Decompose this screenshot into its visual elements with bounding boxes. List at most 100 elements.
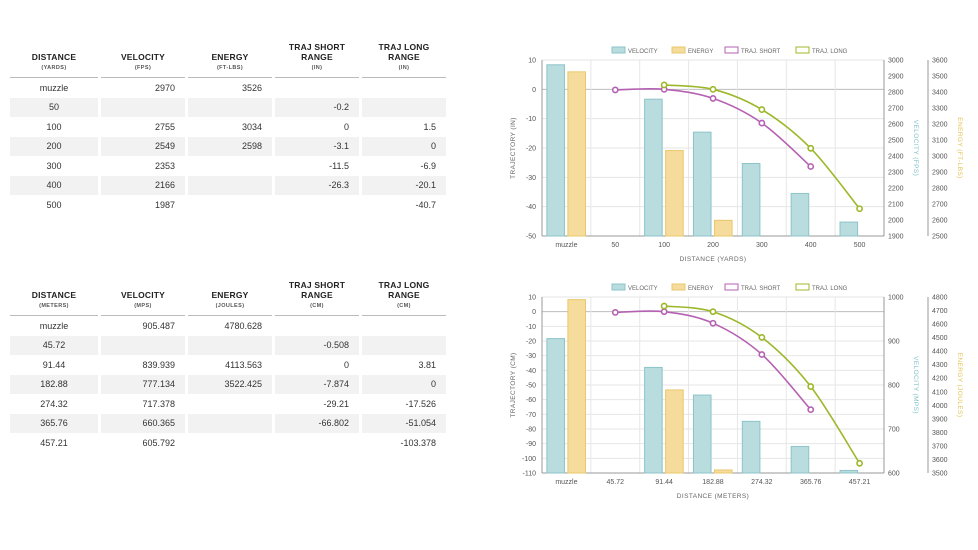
- velocity-bar: [839, 469, 859, 474]
- y-tick-label: -90: [526, 441, 536, 448]
- traj-short-point: [660, 308, 668, 316]
- ballistics-table-yards: DISTANCE (YARDS) VELOCITY (FPS) ENERGY (FT-…: [7, 42, 449, 215]
- y-axis-title-velocity: VELOCITY (MPS): [912, 356, 919, 414]
- cell: 717.378: [142, 398, 175, 409]
- velocity-tick-label: 800: [888, 383, 900, 390]
- col-header-distance: DISTANCE (YARDS): [10, 42, 98, 78]
- energy-tick-label: 2600: [932, 218, 948, 225]
- velocity-bar: [644, 98, 663, 237]
- velocity-tick-label: 2500: [888, 138, 904, 145]
- velocity-tick-label: 700: [888, 427, 900, 434]
- y-axis-title-energy: ENERGY (FT-LBS): [956, 117, 963, 179]
- y-tick-label: -50: [526, 234, 536, 241]
- col-header-energy: ENERGY (FT-LBS): [188, 42, 272, 78]
- cell: -3.1: [275, 136, 359, 156]
- table-row: 274.32 717.378 -29.21 -17.526: [10, 394, 446, 414]
- energy-bar: [713, 469, 733, 474]
- velocity-tick-label: 1900: [888, 234, 904, 241]
- legend-label: ENERGY: [688, 286, 713, 292]
- cell: 0: [343, 121, 349, 132]
- legend-label: TRAJ. LONG: [812, 49, 848, 55]
- table-row: 182.88 777.134 3522.425 -7.874 0: [10, 374, 446, 394]
- cell: 777.134: [101, 374, 185, 394]
- energy-tick-label: 4700: [932, 308, 948, 315]
- traj-long-point: [856, 459, 863, 467]
- cell: muzzle: [39, 82, 69, 93]
- traj-long-point: [856, 205, 863, 213]
- x-tick-label: 400: [805, 242, 817, 249]
- cell: 1987: [154, 199, 175, 210]
- cell: 660.365: [101, 413, 185, 433]
- table-row: muzzle 905.487 4780.628: [10, 316, 446, 336]
- ballistics-chart-yards: VELOCITY ENERGY TRAJ. SHORT TRAJ. LONG100-1…: [510, 46, 963, 263]
- cell: 400: [10, 175, 98, 195]
- cell: 45.72: [10, 335, 98, 355]
- traj-short-point: [807, 406, 815, 414]
- energy-tick-label: 4400: [932, 349, 948, 356]
- col-header-traj-short: TRAJ SHORT RANGE (IN): [275, 42, 359, 78]
- cell: [101, 97, 185, 117]
- energy-bar: [665, 389, 684, 474]
- cell: -0.508: [275, 335, 359, 355]
- table-row: 200 2549 2598 -3.1 0: [10, 136, 446, 156]
- cell: -51.054: [362, 413, 446, 433]
- cell: 274.32: [40, 398, 68, 409]
- cell: -40.7: [415, 199, 436, 210]
- cell: 2549: [101, 136, 185, 156]
- cell: [188, 433, 272, 453]
- cell: [275, 195, 359, 215]
- legend-swatch: [671, 283, 686, 291]
- cell: -20.1: [362, 175, 446, 195]
- legend-label: TRAJ. SHORT: [741, 49, 781, 55]
- table-row: muzzle 2970 3526: [10, 78, 446, 98]
- x-tick-label: muzzle: [555, 479, 577, 486]
- traj-short-point: [611, 86, 619, 94]
- velocity-bar: [790, 192, 810, 237]
- energy-tick-label: 3700: [932, 443, 948, 450]
- y-tick-label: -20: [526, 339, 536, 346]
- velocity-bar: [644, 366, 663, 474]
- legend-swatch: [611, 283, 626, 291]
- traj-long-point: [758, 333, 766, 341]
- legend-swatch: [795, 46, 810, 54]
- energy-tick-label: 3800: [932, 430, 948, 437]
- energy-tick-label: 3600: [932, 58, 948, 65]
- cell: [275, 78, 359, 98]
- traj-short-point: [709, 319, 717, 327]
- y-tick-label: -20: [526, 146, 536, 153]
- cell: -11.5: [329, 160, 349, 171]
- cell: 500: [46, 199, 62, 210]
- cell: 182.88: [10, 374, 98, 394]
- cell: 3522.425: [188, 374, 272, 394]
- cell: -66.802: [275, 413, 359, 433]
- cell: 100: [46, 121, 62, 132]
- velocity-tick-label: 2600: [888, 122, 904, 129]
- cell: 200: [10, 136, 98, 156]
- x-tick-label: 457.21: [849, 479, 871, 486]
- col-header-traj-long: TRAJ LONG RANGE (CM): [362, 280, 446, 316]
- velocity-bar: [790, 445, 810, 474]
- cell: -103.378: [400, 437, 436, 448]
- cell: 0: [362, 374, 446, 394]
- traj-long-line: [664, 305, 861, 464]
- cell: -17.526: [405, 398, 436, 409]
- cell: -29.21: [323, 398, 349, 409]
- x-tick-label: 45.72: [607, 479, 625, 486]
- ballistics-chart-meters: VELOCITY ENERGY TRAJ. SHORT TRAJ. LONG 10 0 -1…: [510, 283, 963, 500]
- energy-bar: [713, 219, 733, 237]
- velocity-tick-label: 2400: [888, 154, 904, 161]
- velocity-tick-label: 600: [888, 471, 900, 478]
- traj-long-point: [758, 106, 766, 113]
- cell: [275, 316, 359, 336]
- cell: 605.792: [142, 437, 175, 448]
- cell: [188, 175, 272, 195]
- cell: -6.9: [420, 160, 436, 171]
- cell: 1.5: [423, 121, 436, 132]
- energy-tick-label: 4600: [932, 322, 948, 329]
- cell: 2598: [188, 136, 272, 156]
- energy-tick-label: 3400: [932, 90, 948, 97]
- col-header-traj-long: TRAJ LONG RANGE (IN): [362, 42, 446, 78]
- cell: [188, 394, 272, 414]
- energy-tick-label: 3600: [932, 457, 948, 464]
- y-tick-label: -110: [523, 471, 537, 478]
